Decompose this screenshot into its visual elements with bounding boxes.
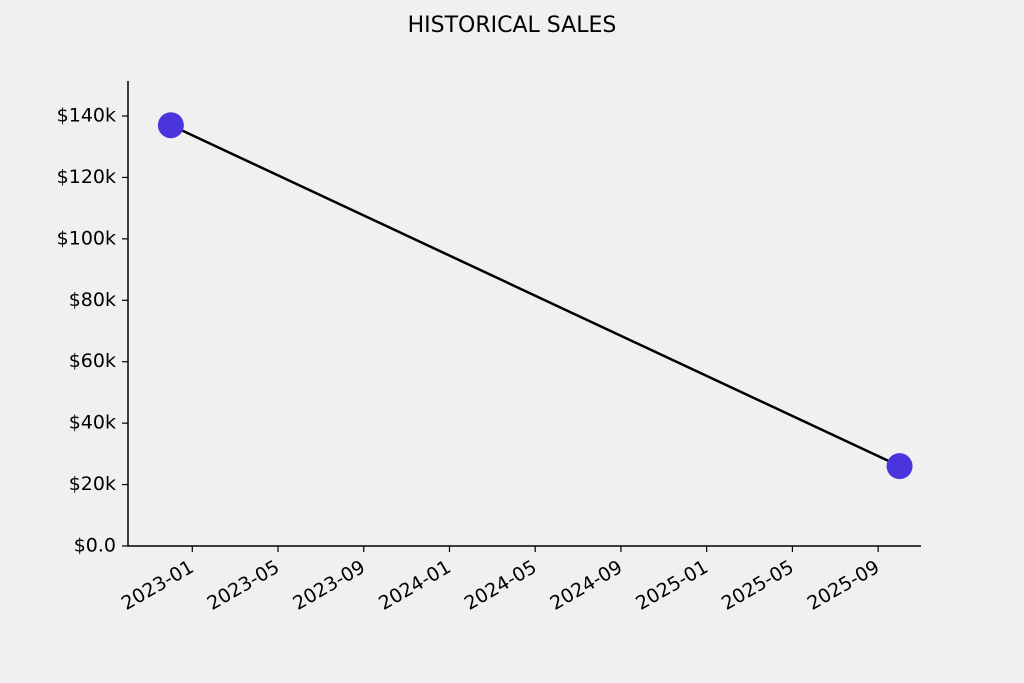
y-tick-label: $100k [57,227,116,249]
line [170,124,901,468]
y-tick-label: $60k [69,350,116,372]
y-tick-label: $140k [57,105,116,127]
y-tick-label: $40k [69,412,116,434]
marker [157,112,184,139]
y-tick-label: $120k [57,166,116,188]
chart-title: HISTORICAL SALES [408,13,617,38]
y-tick-label: $20k [69,473,116,495]
marker [886,453,913,480]
y-tick-label: $80k [69,289,116,311]
y-tick-label: $0.0 [74,535,116,557]
